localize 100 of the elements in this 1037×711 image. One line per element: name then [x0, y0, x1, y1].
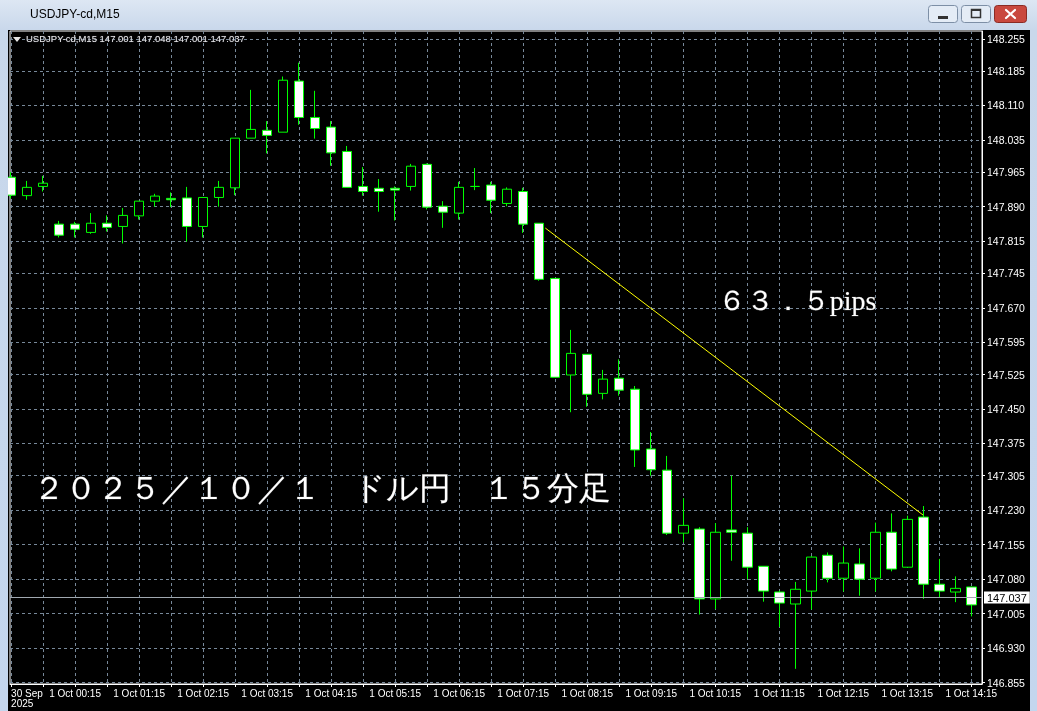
- candlestick: [806, 555, 817, 610]
- candlestick: [134, 200, 144, 221]
- candlestick: [38, 175, 48, 192]
- candlestick: [822, 551, 833, 583]
- candlestick: [582, 353, 592, 408]
- candlestick: [566, 329, 576, 413]
- candlestick: [358, 166, 368, 197]
- candlestick: [774, 590, 785, 628]
- y-tick-label: 147.155: [987, 538, 1026, 551]
- candlestick: [534, 222, 544, 282]
- annotation: ６３．５pips: [717, 284, 877, 316]
- candlestick: [246, 89, 256, 139]
- candlestick: [710, 522, 721, 610]
- y-tick-label: 148.185: [987, 65, 1026, 78]
- candlestick: [758, 565, 769, 603]
- candlestick: [278, 76, 288, 133]
- candlestick: [838, 546, 849, 593]
- candlestick: [742, 526, 753, 580]
- candlestick: [150, 193, 160, 208]
- candlestick: [630, 385, 640, 468]
- y-tick-label: 147.005: [987, 607, 1026, 620]
- x-tick-label: 1 Oct 12:15: [817, 687, 870, 699]
- candlestick: [118, 207, 128, 244]
- y-tick-label: 147.890: [987, 200, 1026, 213]
- candlestick: [790, 581, 801, 670]
- y-tick-label: 148.255: [987, 32, 1026, 45]
- candlestick: [342, 145, 352, 188]
- candlestick: [54, 220, 64, 238]
- chart-subtitle: USDJPY-cd,M15 147.001 147.048 147.001 147.037: [26, 33, 245, 44]
- y-tick-label: 147.305: [987, 469, 1026, 482]
- y-tick-label: 146.930: [987, 642, 1026, 655]
- x-tick-label: 1 Oct 07:15: [497, 687, 550, 699]
- candlestick: [390, 185, 400, 221]
- candlestick: [518, 187, 528, 234]
- x-tick-label: 1 Oct 11:15: [753, 687, 806, 699]
- candlestick: [886, 512, 897, 572]
- candlestick: [502, 186, 512, 207]
- candlestick: [598, 369, 608, 400]
- candlestick: [230, 137, 240, 196]
- x-tick-label: 1 Oct 01:15: [113, 687, 166, 699]
- y-tick-label: 147.080: [987, 573, 1026, 586]
- candlestick: [646, 431, 656, 477]
- y-tick-label: 147.450: [987, 403, 1026, 415]
- x-tick-label: 1 Oct 03:15: [241, 687, 294, 699]
- x-tick-label: 1 Oct 14:15: [945, 687, 998, 699]
- candlestick: [214, 180, 224, 208]
- candlestick: [166, 191, 176, 208]
- candlestick: [486, 181, 496, 214]
- candlestick: [454, 181, 464, 221]
- y-tick-label: 147.375: [987, 437, 1026, 450]
- candlestick: [470, 167, 480, 191]
- y-tick-label: 147.815: [987, 235, 1026, 248]
- x-tick-label: 1 Oct 10:15: [689, 687, 742, 699]
- chart-title: USDJPY-cd,M15: [30, 7, 120, 21]
- annotation: ２０２５／１０／１ ドル円 １５分足: [33, 470, 611, 506]
- candlestick: [262, 120, 272, 154]
- candlestick: [694, 526, 705, 616]
- y-tick-label: 148.110: [987, 99, 1025, 112]
- candlestick: [374, 178, 384, 213]
- y-tick-label: 146.855: [987, 676, 1026, 689]
- x-tick-label: 1 Oct 06:15: [433, 687, 486, 699]
- candlestick: [70, 221, 80, 238]
- candlestick: [182, 186, 192, 243]
- x-tick-label: 30 Sep 2025: [11, 687, 44, 709]
- x-tick-label: 1 Oct 05:15: [369, 687, 422, 699]
- candlestick: [550, 277, 560, 378]
- y-tick-label: 147.595: [987, 336, 1026, 349]
- y-tick-label: 147.745: [987, 267, 1026, 280]
- candlestick: [950, 575, 961, 603]
- candlestick: [966, 586, 977, 617]
- x-tick-label: 1 Oct 08:15: [561, 687, 614, 699]
- candlestick: [102, 214, 112, 232]
- y-tick-label: 148.035: [987, 133, 1026, 146]
- candlestick: [198, 196, 208, 238]
- y-tick-label: 147.670: [987, 301, 1026, 314]
- candlestick: [902, 515, 913, 568]
- y-tick-label: 147.230: [987, 504, 1026, 517]
- candlestick: [934, 558, 945, 598]
- candlestick: [662, 455, 672, 536]
- candlestick: [294, 62, 304, 126]
- candlestick: [614, 358, 624, 397]
- candlestick: [22, 180, 32, 201]
- ref-line-label: 147.037: [987, 591, 1027, 604]
- candlestick: [854, 547, 865, 597]
- candlestick: [726, 475, 737, 562]
- candlestick: [406, 163, 416, 192]
- candlestick: [678, 497, 689, 543]
- y-tick-label: 147.965: [987, 166, 1026, 179]
- candlestick: [310, 90, 320, 140]
- x-tick-label: 1 Oct 02:15: [177, 687, 230, 699]
- candlestick: [86, 212, 96, 235]
- candlestick: [326, 120, 336, 167]
- candlestick: [438, 200, 448, 229]
- y-tick-label: 147.525: [987, 368, 1026, 381]
- x-tick-label: 1 Oct 04:15: [305, 687, 358, 699]
- x-tick-label: 1 Oct 09:15: [625, 687, 678, 699]
- x-tick-label: 1 Oct 00:15: [49, 687, 102, 699]
- x-tick-label: 1 Oct 13:15: [881, 687, 934, 699]
- candlestick: [870, 522, 881, 593]
- candlestick: [422, 162, 432, 210]
